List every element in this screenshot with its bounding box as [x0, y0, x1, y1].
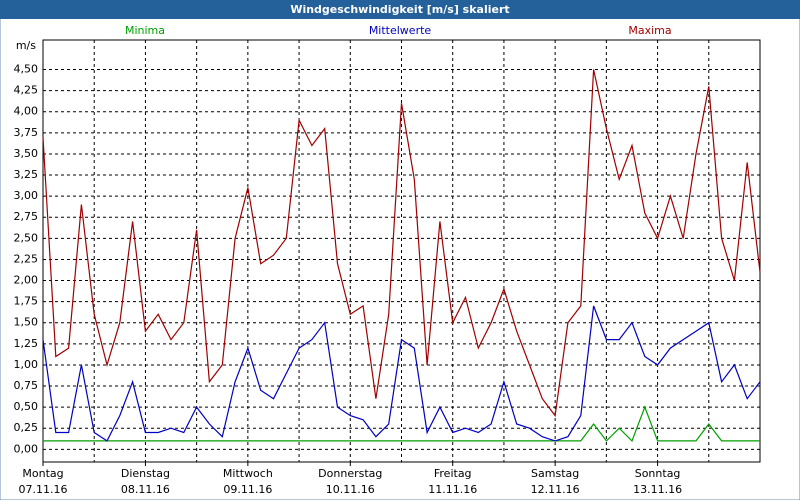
- y-tick-label: 1,25: [14, 337, 39, 350]
- y-tick-label: 3,50: [14, 147, 39, 160]
- y-tick-label: 1,00: [14, 358, 39, 371]
- series-line: [42, 69, 761, 418]
- y-tick-label: 1,50: [14, 316, 39, 329]
- x-tick-date: 11.11.16: [428, 483, 477, 496]
- x-tick-label: Dienstag: [121, 467, 170, 480]
- x-tick-date: 07.11.16: [19, 483, 68, 496]
- y-tick-label: 0,75: [14, 379, 39, 392]
- y-tick-label: 4,50: [14, 63, 39, 76]
- x-tick-label: Sonntag: [635, 467, 681, 480]
- y-tick-label: 0,00: [14, 442, 39, 455]
- y-tick-label: 0,50: [14, 400, 39, 413]
- x-tick-label: Donnerstag: [318, 467, 382, 480]
- x-tick-label: Freitag: [434, 467, 472, 480]
- series-line: [43, 405, 760, 442]
- y-tick-label: 4,25: [14, 84, 39, 97]
- y-tick-label: 0,25: [14, 421, 39, 434]
- x-tick-date: 09.11.16: [223, 483, 272, 496]
- legend-label: Mittelwerte: [369, 24, 432, 37]
- x-tick-date: 13.11.16: [633, 483, 682, 496]
- y-tick-label: 1,75: [14, 295, 39, 308]
- x-tick-date: 10.11.16: [326, 483, 375, 496]
- y-tick-label: 2,50: [14, 231, 39, 244]
- series-line: [42, 305, 761, 442]
- y-tick-label: 3,75: [14, 126, 39, 139]
- x-tick-label: Montag: [22, 467, 63, 480]
- y-tick-label: 2,00: [14, 274, 39, 287]
- chart-title: Windgeschwindigkeit [m/s] skaliert: [290, 3, 509, 16]
- legend-label: Maxima: [628, 24, 671, 37]
- y-tick-label: 3,25: [14, 168, 39, 181]
- title-bar: [0, 0, 800, 19]
- legend-label: Minima: [125, 24, 165, 37]
- y-tick-label: 2,25: [14, 252, 39, 265]
- y-tick-label: 2,75: [14, 210, 39, 223]
- x-tick-label: Mittwoch: [223, 467, 273, 480]
- x-tick-date: 12.11.16: [531, 483, 580, 496]
- y-tick-label: 3,00: [14, 189, 39, 202]
- x-tick-date: 08.11.16: [121, 483, 170, 496]
- y-tick-label: 4,00: [14, 105, 39, 118]
- y-axis-label: m/s: [16, 39, 36, 52]
- x-tick-label: Samstag: [531, 467, 579, 480]
